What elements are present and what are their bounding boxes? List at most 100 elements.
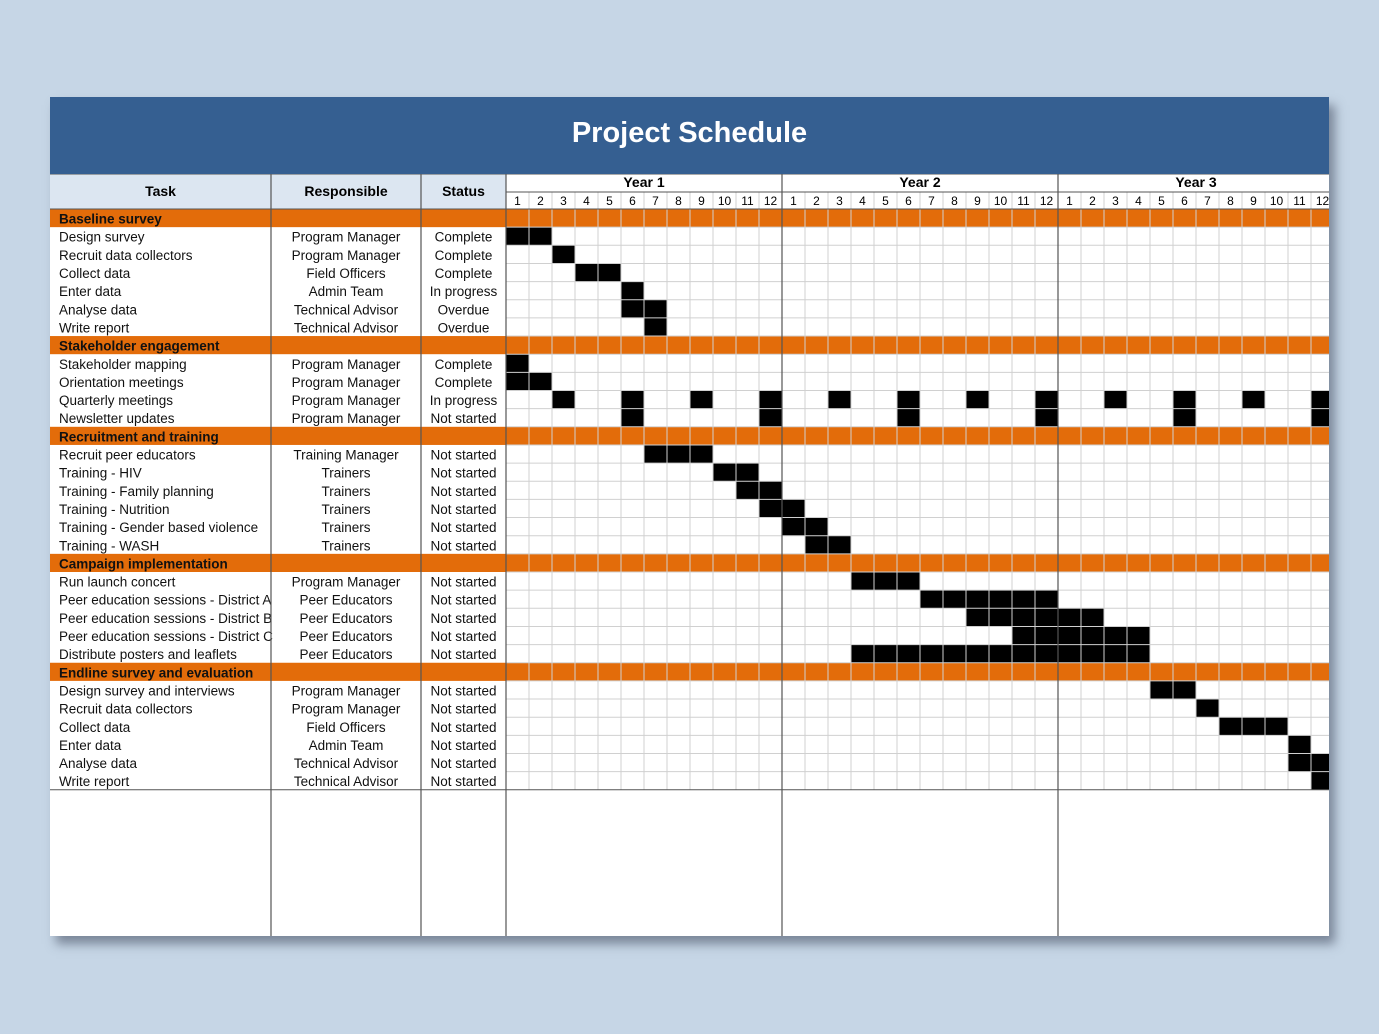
month-header: 12 <box>1040 194 1054 208</box>
month-header: 10 <box>718 194 732 208</box>
project-schedule-sheet: Task Responsible Status Year 1 1 2 3 4 5 6 7 8 9 10 11… <box>50 97 1329 936</box>
gantt-bar-cell <box>782 517 805 536</box>
task-responsible: Program Manager <box>292 411 401 426</box>
task-responsible: Trainers <box>321 466 370 481</box>
gantt-bar-cell <box>851 644 874 663</box>
task-responsible: Program Manager <box>292 683 401 698</box>
task-status: Not started <box>430 448 496 463</box>
month-header: 3 <box>836 194 843 208</box>
gantt-bar-cell <box>966 590 989 609</box>
gantt-bar-cell <box>598 263 621 282</box>
page-title: Project Schedule <box>571 117 808 149</box>
task-status: Overdue <box>438 302 490 317</box>
gantt-bar-cell <box>1035 626 1058 645</box>
task-name: Newsletter updates <box>59 411 175 426</box>
month-header: 7 <box>928 194 935 208</box>
gantt-bar-cell <box>759 390 782 409</box>
task-responsible: Technical Advisor <box>294 320 399 335</box>
gantt-bar-cell <box>782 499 805 518</box>
month-header: 12 <box>1316 194 1329 208</box>
month-header: 3 <box>560 194 567 208</box>
task-status: Not started <box>430 738 496 753</box>
month-header: 4 <box>859 194 866 208</box>
task-status: In progress <box>430 284 498 299</box>
month-header: 10 <box>994 194 1008 208</box>
gantt-bar-cell <box>690 390 713 409</box>
gantt-bar-cell <box>1242 390 1265 409</box>
gantt-bar-cell <box>1127 644 1150 663</box>
column-header-status: Status <box>442 183 485 199</box>
task-status: Not started <box>430 484 496 499</box>
month-header: 11 <box>1293 194 1306 208</box>
task-responsible: Admin Team <box>309 738 384 753</box>
gantt-bar-cell <box>874 572 897 591</box>
task-status: Overdue <box>438 320 490 335</box>
gantt-bar-cell <box>644 317 667 337</box>
gantt-bar-cell <box>690 444 713 464</box>
gantt-bar-cell <box>1035 608 1058 627</box>
gantt-bar-cell <box>1035 390 1058 409</box>
month-header: 6 <box>629 194 636 208</box>
gantt-bar-cell <box>506 354 529 373</box>
gantt-bar-cell <box>1104 626 1127 645</box>
gantt-bar-cell <box>1173 408 1196 427</box>
task-status: Not started <box>430 520 496 535</box>
gantt-bar-cell <box>1081 608 1104 627</box>
task-name: Run launch concert <box>59 575 176 590</box>
month-header: 1 <box>1066 194 1073 208</box>
gantt-bar-cell <box>1058 608 1081 627</box>
task-responsible: Program Manager <box>292 702 401 717</box>
gantt-bar-cell <box>1104 644 1127 663</box>
task-status: Not started <box>430 720 496 735</box>
month-header: 2 <box>1089 194 1096 208</box>
month-header: 4 <box>1135 194 1142 208</box>
task-status: Not started <box>430 774 496 789</box>
gantt-bar-cell <box>989 608 1012 627</box>
gantt-bar-cell <box>1081 644 1104 663</box>
gantt-bar-cell <box>736 463 759 482</box>
task-responsible: Technical Advisor <box>294 756 399 771</box>
task-status: In progress <box>430 393 498 408</box>
gantt-bar-cell <box>966 644 989 663</box>
month-header: 9 <box>1250 194 1257 208</box>
gantt-bar-cell <box>1311 408 1329 427</box>
task-status: Complete <box>435 266 493 281</box>
task-status: Not started <box>430 756 496 771</box>
task-name: Design survey and interviews <box>59 683 235 698</box>
gantt-bar-cell <box>1196 699 1219 718</box>
month-header: 9 <box>698 194 705 208</box>
section-title: Campaign implementation <box>59 556 228 571</box>
gantt-bar-cell <box>828 535 851 554</box>
task-status: Complete <box>435 248 493 263</box>
task-name: Training - Family planning <box>59 484 214 499</box>
gantt-bar-cell <box>989 590 1012 609</box>
section-title: Recruitment and training <box>59 429 219 444</box>
column-header-task: Task <box>145 183 176 199</box>
gantt-bar-cell <box>621 299 644 318</box>
gantt-bar-cell <box>943 590 966 609</box>
gantt-bar-cell <box>1288 735 1311 754</box>
gantt-bar-cell <box>1104 390 1127 409</box>
gantt-bar-cell <box>1311 771 1329 790</box>
year-header: Year 1 <box>623 174 664 190</box>
gantt-bar-cell <box>897 572 920 591</box>
task-responsible: Peer Educators <box>299 629 392 644</box>
year-header: Year 3 <box>1175 174 1216 190</box>
gantt-bar-cell <box>759 499 782 518</box>
month-header: 11 <box>1017 194 1030 208</box>
gantt-bar-cell <box>966 608 989 627</box>
task-responsible: Technical Advisor <box>294 302 399 317</box>
task-name: Design survey <box>59 230 145 245</box>
task-name: Enter data <box>59 738 122 753</box>
month-header: 5 <box>882 194 889 208</box>
gantt-bar-cell <box>1058 644 1081 663</box>
task-responsible: Peer Educators <box>299 611 392 626</box>
gantt-bar-cell <box>1311 390 1329 409</box>
section-title: Endline survey and evaluation <box>59 665 253 680</box>
gantt-bar-cell <box>1058 626 1081 645</box>
year-header: Year 2 <box>899 174 940 190</box>
task-responsible: Trainers <box>321 484 370 499</box>
gantt-bar-cell <box>621 390 644 409</box>
gantt-bar-cell <box>667 444 690 464</box>
